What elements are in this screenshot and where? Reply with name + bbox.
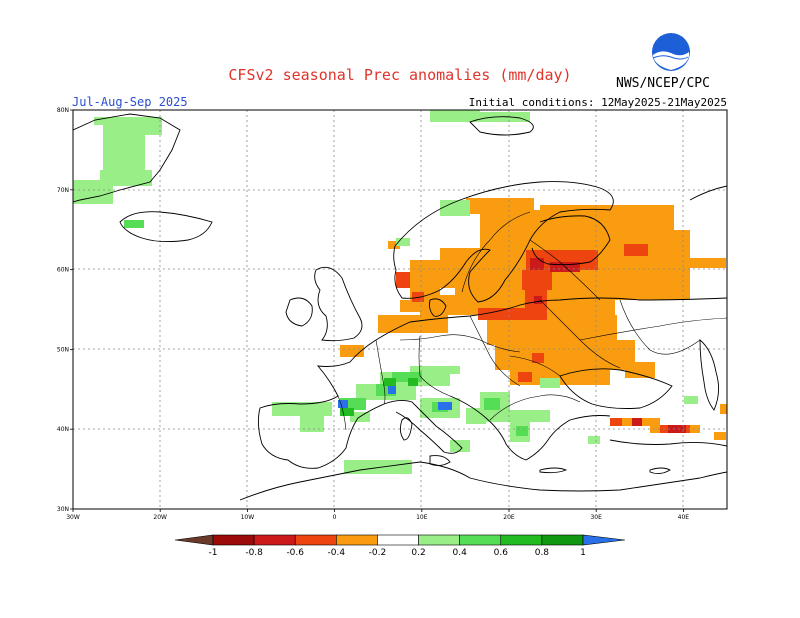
longitude-ticks: 30W 20W 10W 0 10E 20E 30E 40E bbox=[66, 509, 689, 521]
forecast-period: Jul-Aug-Sep 2025 bbox=[72, 95, 188, 109]
colorbar-label: -1 bbox=[209, 548, 218, 558]
colorbar-label: -0.8 bbox=[245, 548, 263, 558]
colorbar-label: -0.4 bbox=[328, 548, 346, 558]
colorbar-label: 0.6 bbox=[494, 548, 509, 558]
colorbar-swatch bbox=[418, 534, 460, 546]
colorbar-swatch bbox=[253, 534, 296, 546]
lon-tick-label: 20E bbox=[503, 514, 515, 521]
colorbar-min-arrow bbox=[174, 534, 214, 546]
agency-label: NWS/NCEP/CPC bbox=[616, 76, 710, 91]
colorbar-swatch bbox=[377, 534, 419, 546]
lat-tick-label: 70N bbox=[57, 187, 69, 194]
colorbar-label: 1 bbox=[580, 548, 586, 558]
colorbar-label: 0.8 bbox=[535, 548, 550, 558]
country-borders bbox=[337, 211, 727, 431]
anomaly-south-wet-dark bbox=[340, 378, 418, 416]
lat-tick-label: 50N bbox=[57, 346, 69, 353]
lat-tick-label: 60N bbox=[57, 267, 69, 274]
colorbar-max-arrow bbox=[582, 534, 626, 546]
anomaly-layer bbox=[73, 110, 727, 474]
colorbar: -1 -0.8 -0.6 -0.4 -0.2 0.2 0.4 0.6 0.8 1 bbox=[174, 534, 626, 558]
anomaly-baltic-red bbox=[396, 244, 690, 433]
lon-tick-label: 10W bbox=[241, 514, 255, 521]
colorbar-label: -0.2 bbox=[369, 548, 387, 558]
colorbar-label: -0.6 bbox=[286, 548, 304, 558]
colorbar-swatch bbox=[336, 534, 378, 546]
colorbar-swatch bbox=[459, 534, 502, 546]
noaa-logo-icon bbox=[652, 33, 690, 71]
lon-tick-label: 10E bbox=[416, 514, 428, 521]
map-border bbox=[72, 109, 728, 510]
lon-tick-label: 30W bbox=[66, 514, 80, 521]
anomaly-south-wet-blue bbox=[338, 386, 452, 410]
lon-tick-label: 0 bbox=[333, 514, 337, 521]
colorbar-swatch bbox=[500, 534, 543, 546]
colorbar-swatch bbox=[294, 534, 337, 546]
lon-tick-label: 30E bbox=[590, 514, 602, 521]
coastlines bbox=[73, 113, 727, 501]
colorbar-swatch bbox=[212, 534, 255, 546]
lat-tick-label: 30N bbox=[57, 506, 69, 513]
lat-tick-label: 80N bbox=[57, 107, 69, 114]
lon-tick-label: 20W bbox=[153, 514, 167, 521]
colorbar-label: 0.2 bbox=[411, 548, 425, 558]
colorbar-label: 0.4 bbox=[453, 548, 468, 558]
map-title: CFSv2 seasonal Prec anomalies (mm/day) bbox=[228, 66, 572, 84]
latitude-ticks: 80N 70N 60N 50N 40N 30N bbox=[57, 107, 73, 513]
lat-tick-label: 40N bbox=[57, 426, 69, 433]
initial-conditions: Initial conditions: 12May2025-21May2025 bbox=[468, 96, 727, 109]
colorbar-swatch bbox=[541, 534, 584, 546]
lon-tick-label: 40E bbox=[678, 514, 690, 521]
graticule bbox=[73, 110, 727, 509]
